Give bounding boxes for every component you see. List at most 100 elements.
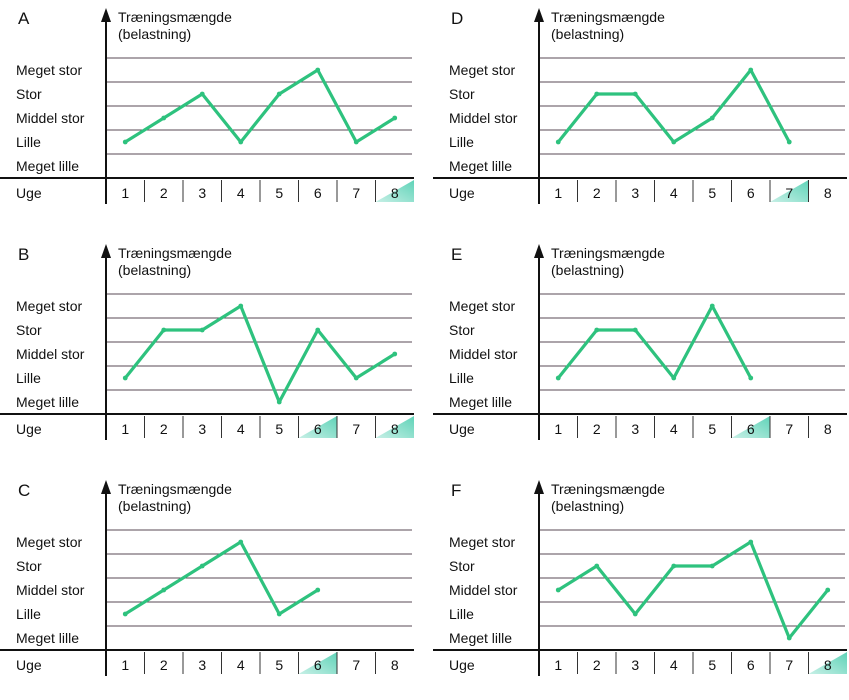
week-label-6: 6 [314, 657, 322, 673]
data-point [161, 115, 167, 121]
level-label: Middel stor [16, 346, 85, 362]
data-point [276, 91, 282, 97]
level-label: Lille [16, 134, 41, 150]
level-label: Stor [16, 558, 42, 574]
data-point [786, 139, 792, 145]
level-label: Lille [449, 134, 474, 150]
level-label: Stor [16, 322, 42, 338]
week-label-7: 7 [352, 657, 360, 673]
week-label-2: 2 [160, 185, 168, 201]
week-label-4: 4 [670, 185, 678, 201]
chart-panel-c: C Træningsmængde(belastning) Meget lille Li… [0, 480, 414, 676]
data-point [825, 587, 831, 593]
data-point [276, 399, 282, 405]
level-label: Meget stor [449, 298, 515, 314]
level-label: Meget lille [449, 158, 512, 174]
week-label-3: 3 [198, 185, 206, 201]
data-point [315, 327, 321, 333]
y-axis-title-sub: (belastning) [551, 262, 624, 278]
data-point [709, 563, 715, 569]
week-label-4: 4 [237, 185, 245, 201]
level-label: Meget lille [16, 630, 79, 646]
data-point [632, 327, 638, 333]
data-point [353, 139, 359, 145]
level-label: Meget stor [16, 534, 82, 550]
y-axis-title: Træningsmængde [118, 9, 232, 25]
highlight-week-8 [375, 180, 414, 202]
chart-panel-b: B Træningsmængde(belastning) Meget lille Li… [0, 244, 414, 440]
data-point [632, 611, 638, 617]
week-label-3: 3 [198, 421, 206, 437]
data-point [748, 375, 754, 381]
level-label: Middel stor [16, 110, 85, 126]
data-point [671, 139, 677, 145]
week-label-4: 4 [237, 657, 245, 673]
data-point [315, 587, 321, 593]
level-label: Meget lille [16, 394, 79, 410]
week-label-7: 7 [785, 421, 793, 437]
data-point [276, 611, 282, 617]
chart-panel-e: E Træningsmængde(belastning) Meget lille Li… [433, 244, 847, 440]
data-point [632, 91, 638, 97]
level-label: Middel stor [16, 582, 85, 598]
data-point [199, 91, 205, 97]
week-label-3: 3 [631, 657, 639, 673]
week-label-1: 1 [554, 657, 562, 673]
x-axis-title: Uge [16, 657, 42, 673]
panel-letter: A [18, 9, 30, 28]
level-label: Stor [449, 86, 475, 102]
highlight-week-6 [731, 416, 770, 438]
y-axis-title-sub: (belastning) [551, 498, 624, 514]
data-point [315, 67, 321, 73]
y-axis-title-sub: (belastning) [551, 26, 624, 42]
week-label-4: 4 [670, 657, 678, 673]
y-axis-title: Træningsmængde [118, 245, 232, 261]
series-line [123, 68, 397, 144]
week-label-6: 6 [314, 421, 322, 437]
level-label: Meget stor [16, 298, 82, 314]
week-label-5: 5 [275, 185, 283, 201]
y-axis-title-sub: (belastning) [118, 262, 191, 278]
week-label-5: 5 [708, 421, 716, 437]
data-point [709, 303, 715, 309]
highlight-week-8 [808, 652, 847, 674]
level-label: Meget lille [449, 630, 512, 646]
y-axis-arrow [101, 8, 111, 22]
week-label-3: 3 [631, 185, 639, 201]
data-point [122, 139, 128, 145]
series-line [556, 540, 830, 640]
x-axis-title: Uge [16, 185, 42, 201]
panel-letter: F [451, 481, 461, 500]
week-label-8: 8 [391, 185, 399, 201]
week-label-1: 1 [121, 185, 129, 201]
panel-letter: D [451, 9, 463, 28]
week-label-6: 6 [747, 657, 755, 673]
week-label-8: 8 [824, 421, 832, 437]
data-point [748, 67, 754, 73]
week-label-8: 8 [824, 185, 832, 201]
y-axis-arrow [534, 8, 544, 22]
level-label: Stor [449, 322, 475, 338]
week-label-3: 3 [631, 421, 639, 437]
week-label-5: 5 [275, 657, 283, 673]
week-label-2: 2 [593, 657, 601, 673]
y-axis-title: Træningsmængde [551, 9, 665, 25]
data-point [748, 539, 754, 545]
level-label: Meget lille [16, 158, 79, 174]
data-point [555, 375, 561, 381]
week-label-2: 2 [593, 421, 601, 437]
week-label-1: 1 [554, 421, 562, 437]
data-point [594, 563, 600, 569]
data-point [671, 375, 677, 381]
data-point [555, 139, 561, 145]
data-point [199, 327, 205, 333]
series-line [556, 304, 753, 380]
data-point [555, 587, 561, 593]
level-label: Lille [449, 606, 474, 622]
chart-panel-a: A Træningsmængde(belastning) Meget lille Li… [0, 8, 414, 204]
level-label: Meget stor [449, 534, 515, 550]
y-axis-title: Træningsmængde [551, 245, 665, 261]
data-point [671, 563, 677, 569]
x-axis-title: Uge [449, 657, 475, 673]
